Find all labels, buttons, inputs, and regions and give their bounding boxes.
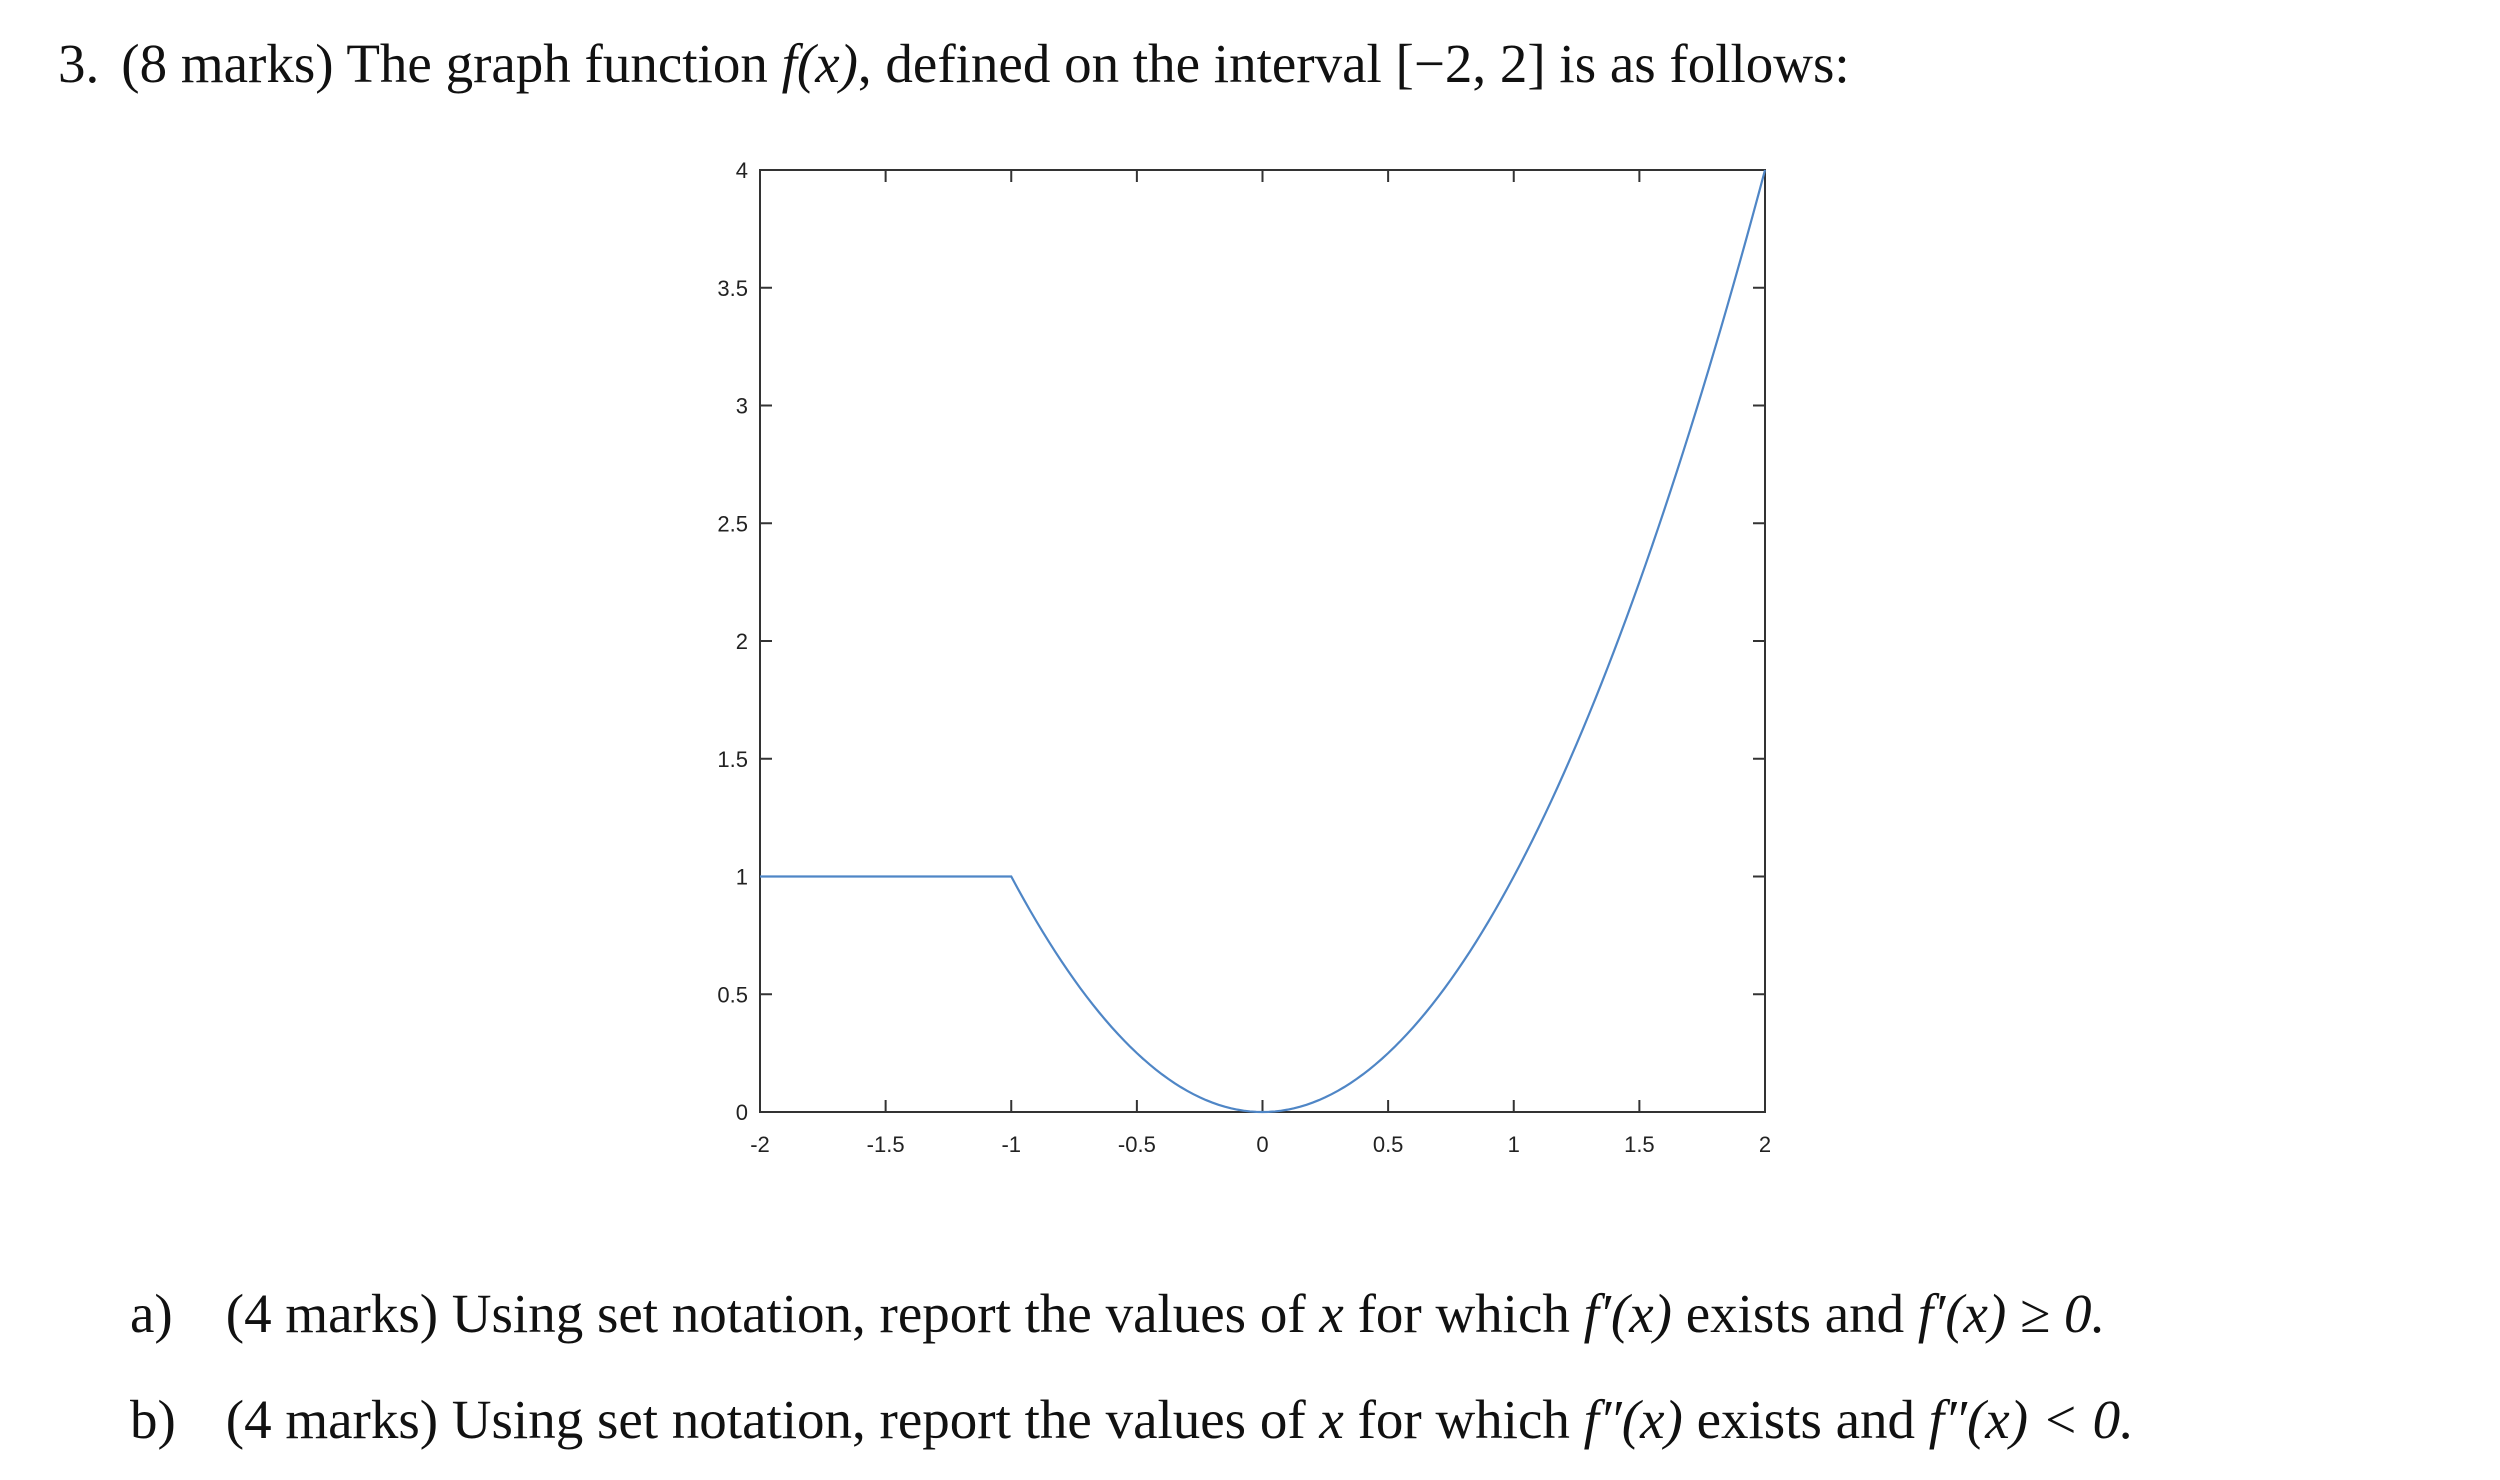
x-tick-label: 1.5 <box>1624 1132 1655 1157</box>
part-a-label: a) <box>130 1283 173 1344</box>
part-b-text3: exists and <box>1696 1389 1916 1450</box>
y-axis-ticks: 0 0.5 1 1.5 2 2.5 3 3.5 4 <box>717 158 1765 1125</box>
x-tick-label: 0.5 <box>1373 1132 1404 1157</box>
part-b-cond1: f″(x) <box>1583 1389 1683 1450</box>
y-tick-label: 2 <box>736 629 748 654</box>
x-tick-label: -2 <box>750 1132 770 1157</box>
question-text-after: is as follows: <box>1559 33 1850 94</box>
part-a-cond1: f′(x) <box>1583 1283 1672 1344</box>
part-b-cond2: f″(x) < 0. <box>1928 1389 2134 1450</box>
question-number: 3. <box>58 33 100 94</box>
function-curve <box>760 169 1767 1114</box>
y-tick-label: 2.5 <box>717 511 748 536</box>
question-header: 3. (8 marks) The graph function f(x), def… <box>58 26 1850 102</box>
part-b: b) (4 marks) Using set notation, report … <box>130 1382 2134 1458</box>
y-tick-label: 3 <box>736 394 748 419</box>
question-text-mid: , defined on the interval <box>857 33 1382 94</box>
function-graph: -2 -1.5 -1 -0.5 0 0.5 1 1.5 2 0 0.5 1 1.5 2 2.5 3 3.5 4 <box>717 158 1771 1157</box>
y-tick-label: 1 <box>736 865 748 890</box>
part-a-text: Using set notation, report the values of <box>451 1283 1306 1344</box>
x-axis-ticks: -2 -1.5 -1 -0.5 0 0.5 1 1.5 2 <box>750 170 1771 1157</box>
x-tick-label: 2 <box>1759 1132 1771 1157</box>
y-tick-label: 0 <box>736 1100 748 1125</box>
plot-frame <box>759 169 1766 1113</box>
part-a-marks: (4 marks) <box>225 1283 439 1344</box>
part-b-marks: (4 marks) <box>225 1389 439 1450</box>
part-b-text: Using set notation, report the values of <box>451 1389 1306 1450</box>
question-interval: [−2, 2] <box>1395 33 1546 94</box>
question-marks: (8 marks) <box>121 33 334 94</box>
part-b-text2: for which <box>1357 1389 1570 1450</box>
part-a-text3: exists and <box>1685 1283 1905 1344</box>
part-b-var: x <box>1319 1389 1344 1450</box>
x-tick-label: -1 <box>1001 1132 1021 1157</box>
x-tick-label: 1 <box>1508 1132 1520 1157</box>
y-tick-label: 3.5 <box>717 276 748 301</box>
y-tick-label: 4 <box>736 158 748 183</box>
part-a-text2: for which <box>1357 1283 1570 1344</box>
question-text-before: The graph function <box>346 33 768 94</box>
x-tick-label: -1.5 <box>867 1132 905 1157</box>
part-a: a) (4 marks) Using set notation, report … <box>130 1276 2105 1352</box>
part-a-cond2: f′(x) ≥ 0. <box>1917 1283 2106 1344</box>
part-b-label: b) <box>130 1389 176 1450</box>
x-tick-label: 0 <box>1256 1132 1268 1157</box>
part-a-var: x <box>1319 1283 1344 1344</box>
question-function: f(x) <box>781 33 858 94</box>
x-tick-label: -0.5 <box>1118 1132 1156 1157</box>
y-tick-label: 0.5 <box>717 982 748 1007</box>
y-tick-label: 1.5 <box>717 747 748 772</box>
